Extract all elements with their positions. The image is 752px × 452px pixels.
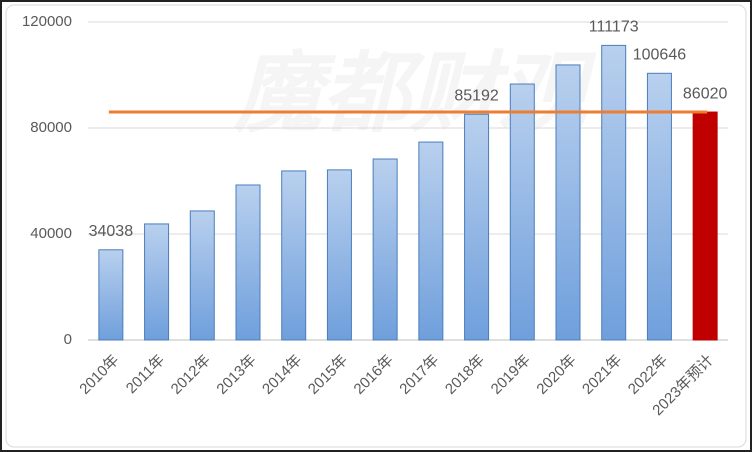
bar <box>189 210 215 341</box>
data-label: 100646 <box>633 47 686 64</box>
bar <box>601 44 627 341</box>
bar <box>509 83 535 341</box>
bar <box>418 141 444 341</box>
y-tick-label: 80000 <box>30 119 72 136</box>
bar <box>326 169 352 341</box>
y-tick-label: 120000 <box>22 13 72 30</box>
y-tick-label: 0 <box>64 331 72 348</box>
bar <box>692 111 718 341</box>
y-tick-label: 40000 <box>30 225 72 242</box>
bar <box>464 113 490 341</box>
bar <box>98 249 124 341</box>
watermark: 魔都财观 <box>233 43 597 142</box>
data-label: 111173 <box>589 19 639 36</box>
data-label: 34038 <box>89 223 134 240</box>
bar <box>144 223 170 341</box>
bar <box>235 184 261 341</box>
bar <box>281 170 307 341</box>
data-label: 85192 <box>454 87 499 104</box>
data-label: 86020 <box>683 85 728 102</box>
bar <box>646 72 672 341</box>
bar <box>372 158 398 341</box>
inner-frame <box>5 4 747 448</box>
bar <box>555 64 581 341</box>
